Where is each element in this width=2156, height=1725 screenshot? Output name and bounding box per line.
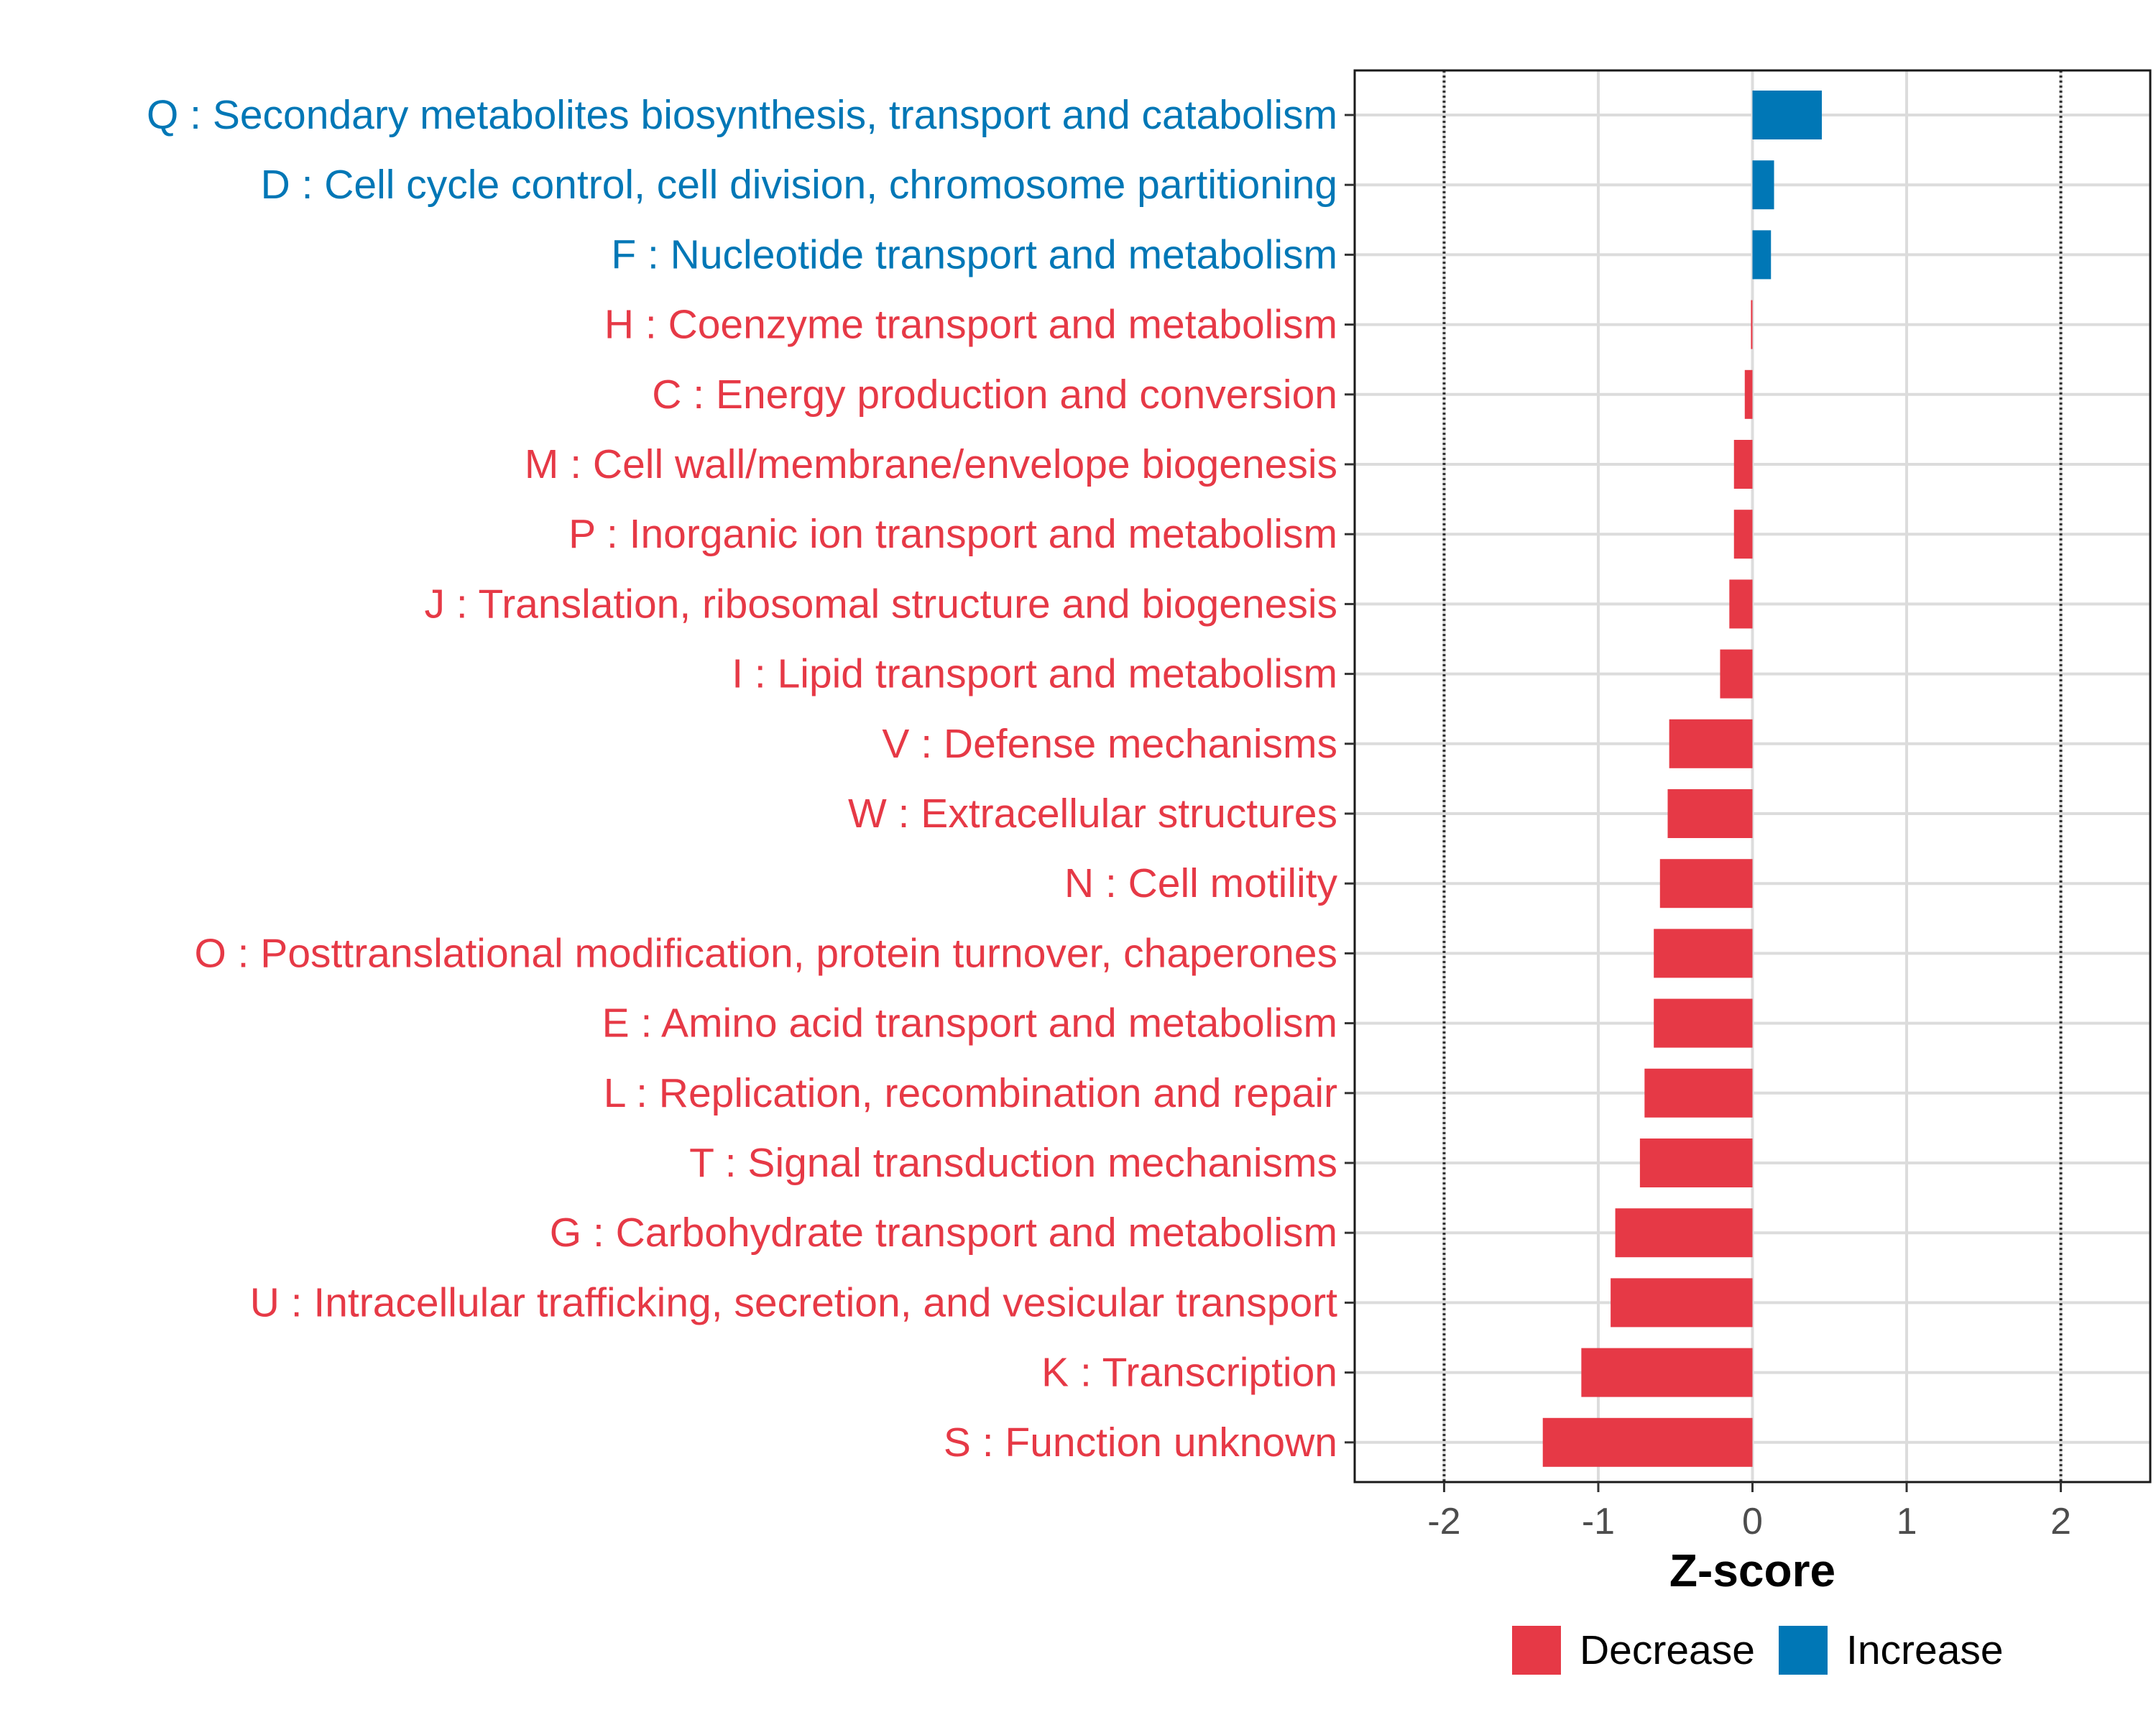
bar-m [1733,440,1753,489]
y-tick-label: Q : Secondary metabolites biosynthesis, … [147,92,1337,138]
bar-e [1654,998,1753,1048]
bar-j [1729,579,1753,629]
legend-key-increase [1779,1626,1828,1675]
bar-w [1667,789,1753,838]
bar-g [1615,1208,1753,1258]
bar-u [1611,1278,1753,1328]
bar-v [1669,719,1753,768]
y-tick-label: E : Amino acid transport and metabolism [602,1000,1337,1046]
bars [1542,91,1823,1467]
bar-o [1654,929,1753,978]
y-tick-label: W : Extracellular structures [848,791,1337,837]
y-tick-label: C : Energy production and conversion [652,372,1337,418]
bar-c [1744,369,1753,419]
legend-key-decrease [1512,1626,1561,1675]
x-tick-label: -1 [1582,1501,1615,1542]
x-axis-ticks: -2 -1 0 1 2 [1427,1482,2071,1542]
bar-d [1752,160,1774,210]
bar-t [1639,1138,1753,1187]
y-tick-label: I : Lipid transport and metabolism [732,651,1337,697]
x-tick-label: 1 [1897,1501,1917,1542]
y-tick-label: J : Translation, ribosomal structure and… [425,581,1337,627]
x-axis-title: Z-score [1669,1545,1835,1596]
y-tick-label: U : Intracellular trafficking, secretion… [250,1279,1337,1325]
y-tick-label: V : Defense mechanisms [882,721,1337,767]
bar-l [1644,1068,1753,1118]
bar-q [1752,91,1823,139]
y-tick-label: O : Posttranslational modification, prot… [194,930,1337,976]
x-tick-label: -2 [1427,1501,1460,1542]
y-tick-label: S : Function unknown [944,1420,1337,1466]
bar-n [1659,859,1753,908]
bar-f [1752,230,1772,280]
y-tick-label: M : Cell wall/membrane/envelope biogenes… [525,441,1337,487]
x-tick-label: 2 [2050,1501,2071,1542]
y-tick-label: P : Inorganic ion transport and metaboli… [568,511,1337,557]
bar-i [1720,649,1753,699]
reference-lines [1442,70,2063,1482]
y-axis-ticks: Q : Secondary metabolites biosynthesis, … [147,92,1355,1466]
bar-s [1542,1417,1753,1467]
y-tick-label: G : Carbohydrate transport and metabolis… [550,1210,1337,1256]
y-tick-label: L : Replication, recombination and repai… [604,1070,1337,1116]
y-tick-label: F : Nucleotide transport and metabolism [611,231,1337,277]
legend: Decrease Increase [1512,1626,2004,1675]
y-tick-label: T : Signal transduction mechanisms [689,1140,1337,1186]
legend-label-increase: Increase [1846,1627,2004,1673]
x-tick-label: 0 [1742,1501,1763,1542]
legend-label-decrease: Decrease [1580,1627,1755,1673]
y-tick-label: H : Coenzyme transport and metabolism [604,302,1337,348]
y-tick-label: N : Cell motility [1064,860,1338,906]
bar-k [1581,1348,1753,1397]
y-tick-label: D : Cell cycle control, cell division, c… [261,162,1337,208]
bar-p [1733,510,1753,559]
y-tick-label: K : Transcription [1041,1350,1337,1396]
bar-h [1751,300,1753,349]
